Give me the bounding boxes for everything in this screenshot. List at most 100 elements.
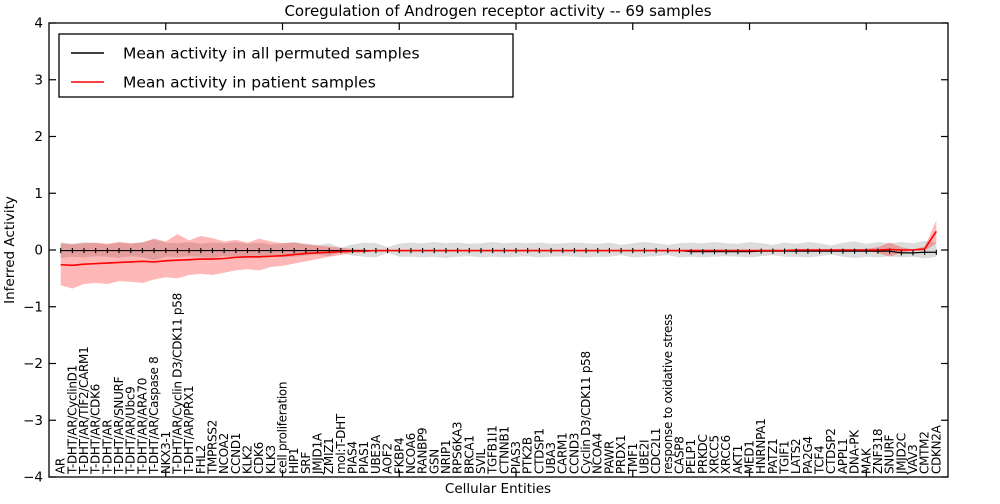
x-category-label: GSN [427,449,441,474]
plot-border [48,22,949,478]
x-category-label: AOF2 [381,443,395,474]
x-category-label: PA2G4 [801,436,815,474]
x-category-label: UBE2I [637,440,651,474]
x-category-label: JMJD1A [311,432,325,475]
legend-patient-label: Mean activity in patient samples [123,74,376,92]
x-category-label: LATS2 [789,439,803,474]
x-category-label: PIAS3 [509,441,523,474]
x-category-label: T-DHT/AR/CyclinD1 [65,365,79,475]
x-category-label: T-DHT/AR/Ubc9 [124,386,138,475]
x-category-label: mol:T-DHT [334,413,348,474]
y-tick-label: 2 [34,129,43,145]
x-category-label: FKBP4 [392,438,406,474]
y-tick-label: 4 [34,16,43,32]
x-category-label: MED1 [743,440,757,474]
x-category-label: PTK2B [521,437,535,474]
x-category-label: AR [54,458,68,474]
patient-std-band [60,220,937,289]
x-category-label: VAV3 [906,444,920,474]
x-category-label: APPL1 [836,438,850,474]
x-category-label: JMJD2C [894,433,908,475]
y-tick-label: 0 [34,243,43,259]
x-category-label: AKT1 [731,445,745,474]
x-category-label: cell proliferation [276,382,290,474]
x-category-label: TGIF1 [778,441,792,475]
x-category-label: ZMIZ1 [322,438,336,474]
x-category-label: XRCC5 [707,435,721,474]
x-category-label: CTNNB1 [497,426,511,474]
x-category-label: CDC2L1 [649,428,663,474]
x-category-label: T-DHT/AR/TIF2/CARM1 [77,347,91,475]
x-category-label: KLK3 [264,445,278,474]
chart-title: Coregulation of Androgen receptor activi… [284,2,711,20]
x-category-label: TCF4 [813,446,827,475]
x-category-label: T-DHT/AR [100,420,114,475]
x-category-label: MAK [859,447,873,474]
x-category-label: PIAS4 [346,441,360,474]
x-category-label: CDK6 [252,442,266,474]
x-category-label: CCND3 [567,433,581,474]
x-category-label: HNRNPA1 [754,418,768,474]
x-category-label: CMTM2 [918,431,932,474]
x-category-label: NCOA6 [404,433,418,474]
x-category-label: FHL2 [194,445,208,474]
permuted-std-band [60,239,937,261]
y-tick-label: 3 [34,72,43,88]
y-tick-label: −3 [23,413,43,429]
x-category-label: CTDSP2 [824,428,838,474]
x-category-label: T-DHT/AR/CDK6 [89,384,103,475]
x-category-label: NKX3-1 [159,431,173,474]
x-category-label: PAWR [602,441,616,474]
x-category-label: SNURF [883,434,897,474]
x-category-label: ZNF318 [871,429,885,474]
y-tick-label: −2 [23,356,43,372]
x-category-label: CTDSP1 [532,428,546,474]
x-category-label: RPS6KA3 [451,422,465,474]
x-category-label: NRIP1 [439,440,453,474]
x-category-label: Cyclin D3/CDK11 p58 [579,351,593,474]
x-category-label: XRCC6 [719,435,733,474]
x-category-labels-layer: ART-DHT/AR/CyclinD1T-DHT/AR/TIF2/CARM1T-… [54,293,944,475]
x-category-label: SRF [299,452,313,474]
x-category-label: PRKDC [696,434,710,474]
x-category-label: KLK2 [240,445,254,474]
legend-permuted-label: Mean activity in all permuted samples [123,45,420,63]
patient-mean-line [60,230,937,267]
x-category-label: T-DHT/AR/Cyclin D3/CDK11 p58 [170,293,184,475]
x-category-label: CARM1 [556,433,570,474]
x-axis-label: Cellular Entities [445,481,551,497]
legend: Mean activity in all permuted samples Me… [58,33,514,98]
x-category-label: CCND1 [229,433,243,474]
x-category-label: NCOA2 [217,433,231,474]
x-category-label: HIP1 [287,448,301,474]
x-category-label: SVIL [474,449,488,474]
x-category-label: T-DHT/AR/ARA70 [135,378,149,475]
x-category-label: PIAS1 [357,441,371,474]
y-tick-label: −4 [23,470,43,486]
x-category-label: RANBP9 [416,428,430,474]
y-tick-label: −1 [23,299,43,315]
x-category-label: PATZ1 [766,439,780,474]
legend-box [58,33,514,98]
x-category-label: CDKN2A [929,424,943,474]
x-category-label: NCOA4 [591,433,605,474]
x-category-label: UBA3 [544,442,558,474]
x-category-label: TMPRSS2 [205,420,219,475]
x-category-label: BRCA1 [462,435,476,474]
x-category-label: TGFB1I1 [486,426,500,475]
x-category-label: T-DHT/AR/Caspase 8 [147,357,161,475]
x-category-label: T-DHT/AR/PRX1 [182,386,196,475]
series-lines-layer [60,230,937,267]
x-category-label: PELP1 [684,439,698,474]
confidence-bands-layer [60,220,937,289]
x-category-label: response to oxidative stress [661,314,675,474]
x-category-label: DNA-PK [848,429,862,474]
x-category-label: CASP8 [672,436,686,474]
y-axis-label: Inferred Activity [2,196,18,304]
x-category-label: TMF1 [626,443,640,475]
x-category-label: PRDX1 [614,435,628,474]
y-tick-label: 1 [34,186,43,202]
x-category-label: UBE3A [369,434,383,474]
